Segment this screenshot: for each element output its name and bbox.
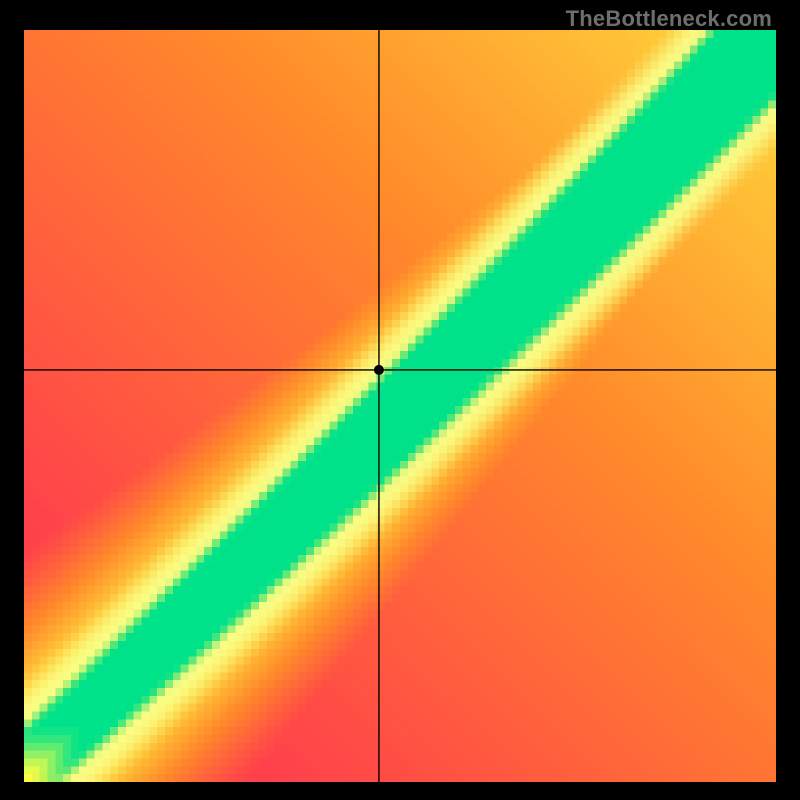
page-root: TheBottleneck.com [0,0,800,800]
watermark-text: TheBottleneck.com [566,6,772,32]
bottleneck-heatmap [24,30,776,782]
